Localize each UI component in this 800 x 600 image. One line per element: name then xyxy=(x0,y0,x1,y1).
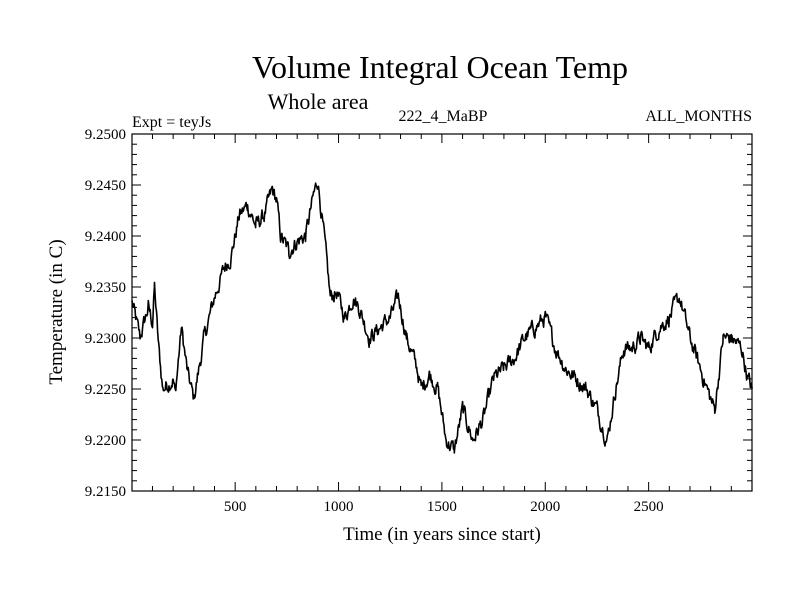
run-label: 222_4_MaBP xyxy=(399,108,488,125)
x-tick-label: 2000 xyxy=(530,499,560,515)
x-axis: 500 1000 1500 2000 2500 xyxy=(151,134,732,515)
y-axis: 9.2150 9.2200 9.2250 9.2300 9.2350 9.2400 9.24… xyxy=(85,127,752,500)
y-tick-label: 9.2300 xyxy=(85,331,126,347)
y-tick-label: 9.2250 xyxy=(85,382,126,398)
experiment-label: Expt = teyJs xyxy=(132,114,211,131)
y-tick-label: 9.2150 xyxy=(85,484,126,500)
y-tick-label: 9.2500 xyxy=(85,127,126,143)
series-group xyxy=(131,182,753,454)
y-tick-label: 9.2200 xyxy=(85,433,126,449)
plot-frame xyxy=(131,133,753,492)
y-tick-label: 9.2450 xyxy=(85,178,126,194)
chart-subtitle: Whole area xyxy=(268,89,369,114)
x-axis-label: Time (in years since start) xyxy=(343,524,541,545)
x-tick-label: 1500 xyxy=(427,499,457,515)
series-line xyxy=(131,182,753,454)
y-tick-label: 9.2350 xyxy=(85,280,126,296)
x-tick-label: 500 xyxy=(224,499,247,515)
y-tick-label: 9.2400 xyxy=(85,229,126,245)
chart-title: Volume Integral Ocean Temp xyxy=(252,49,628,85)
y-axis-label: Temperature (in C) xyxy=(46,239,67,384)
x-tick-label: 1000 xyxy=(324,499,354,515)
period-label: ALL_MONTHS xyxy=(645,108,752,125)
x-tick-label: 2500 xyxy=(634,499,664,515)
